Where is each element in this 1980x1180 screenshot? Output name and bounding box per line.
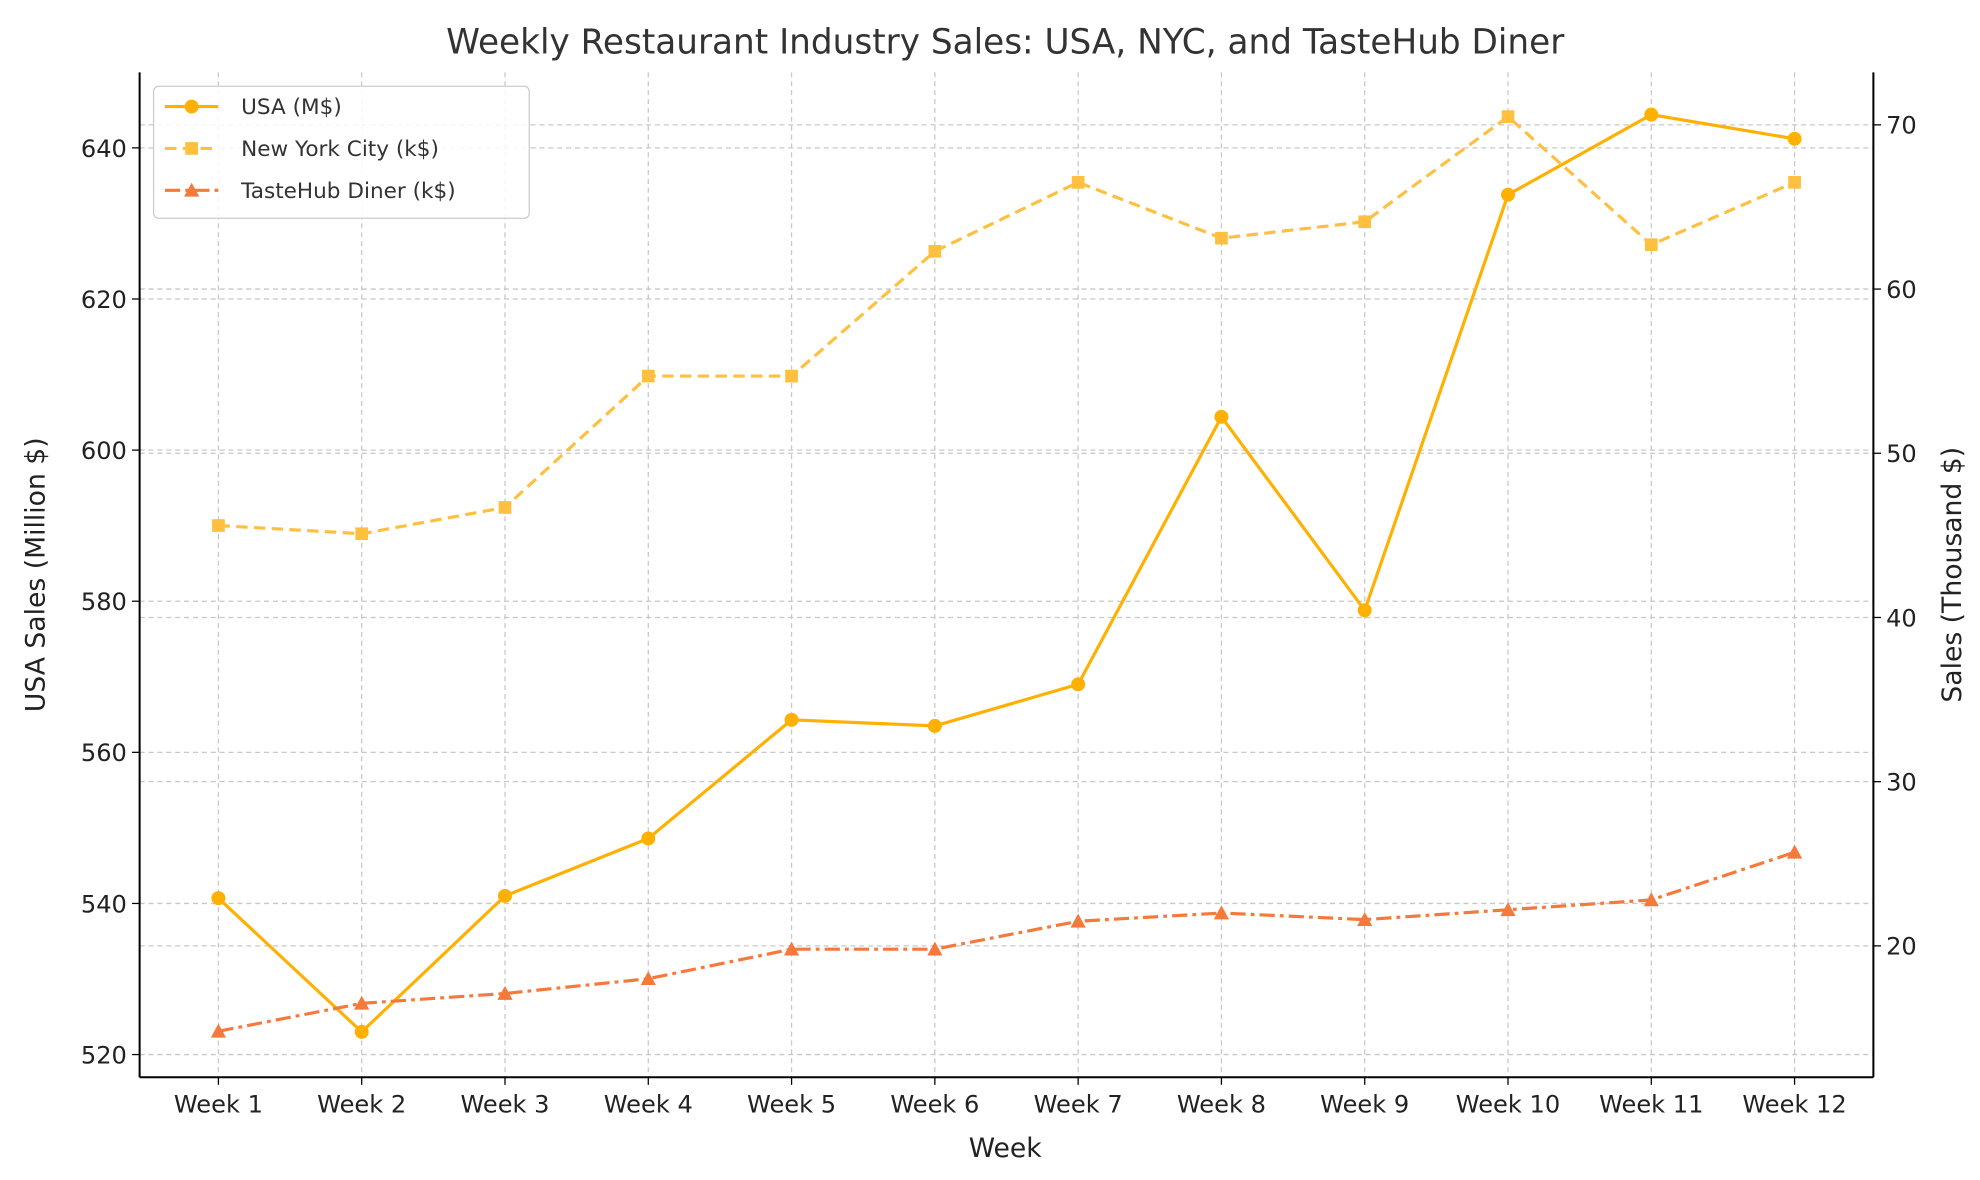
y2-tick-label: 40: [1886, 604, 1917, 632]
data-point-tastehub: [1357, 911, 1373, 926]
data-point-new: [1788, 175, 1801, 189]
data-point-new: [1501, 110, 1515, 124]
data-point-tastehub: [1070, 913, 1086, 928]
legend-label-new: New York City (k$): [241, 137, 439, 162]
legend-marker-tastehub: [184, 182, 200, 197]
data-point-usa: [1644, 107, 1659, 122]
x-tick-label: Week 7: [1034, 1091, 1123, 1119]
data-point-tastehub: [1500, 902, 1516, 917]
data-point-tastehub: [354, 995, 370, 1010]
y2-tick-label: 70: [1886, 112, 1917, 140]
y2-tick-label: 60: [1886, 276, 1917, 304]
data-point-tastehub: [1786, 844, 1803, 859]
data-point-new: [928, 244, 942, 258]
data-point-new: [212, 519, 225, 532]
data-point-tastehub: [640, 971, 656, 986]
x-tick-label: Week 4: [604, 1091, 693, 1119]
data-point-usa: [641, 831, 656, 846]
data-point-usa: [927, 718, 942, 733]
y2-axis-label: Sales (Thousand $): [1937, 447, 1968, 703]
x-tick-label: Week 5: [747, 1091, 836, 1119]
y-tick-label: 540: [81, 890, 127, 918]
data-point-new: [1071, 175, 1085, 189]
data-point-tastehub: [927, 941, 943, 956]
x-tick-label: Week 10: [1456, 1091, 1560, 1119]
data-point-new: [498, 501, 512, 514]
data-point-usa: [1357, 603, 1372, 618]
y2-tick-label: 20: [1886, 933, 1917, 961]
data-point-usa: [1501, 187, 1515, 202]
data-point-usa: [784, 712, 799, 727]
legend-box: [152, 85, 530, 219]
y-tick-label: 620: [81, 286, 127, 314]
x-tick-label: Week 1: [174, 1091, 263, 1119]
legend-label-tastehub: TasteHub Diner (k$): [240, 179, 456, 204]
series-line-new: [218, 114, 1796, 536]
data-point-tastehub: [1643, 892, 1659, 907]
data-point-tastehub: [1213, 905, 1230, 920]
x-tick-label: Week 12: [1742, 1091, 1846, 1119]
data-point-new: [785, 369, 798, 383]
x-axis-label: Week: [969, 1133, 1043, 1164]
data-point-usa: [1214, 409, 1229, 424]
data-point-new: [355, 527, 369, 541]
data-point-usa: [498, 888, 512, 903]
y-tick-label: 580: [81, 588, 127, 616]
y-tick-label: 600: [81, 437, 127, 465]
data-point-tastehub: [497, 985, 513, 1000]
series-line-tastehub: [218, 850, 1796, 1033]
data-point-new: [1358, 215, 1372, 229]
legend: USA (M$) New York City (k$) TasteHub Diner…: [152, 85, 530, 219]
data-point-new: [1215, 231, 1228, 245]
y-axis-label: USA Sales (Million $): [20, 437, 51, 712]
y2-tick-label: 30: [1886, 769, 1917, 797]
legend-label-usa: USA (M$): [241, 95, 342, 120]
data-point-new: [641, 369, 655, 383]
x-tick-label: Week 11: [1599, 1091, 1703, 1119]
x-tick-label: Week 2: [317, 1091, 406, 1119]
legend-marker-usa: [184, 99, 199, 114]
y-tick-label: 560: [81, 739, 127, 767]
y-tick-label: 640: [81, 135, 127, 163]
data-point-usa: [1787, 131, 1802, 146]
x-tick-label: Week 6: [890, 1091, 979, 1119]
x-tick-label: Week 3: [460, 1091, 549, 1119]
data-point-usa: [1071, 677, 1086, 692]
data-point-new: [1644, 238, 1658, 252]
chart-title: Weekly Restaurant Industry Sales: USA, N…: [446, 22, 1565, 62]
x-tick-label: Week 8: [1177, 1091, 1266, 1119]
data-point-tastehub: [210, 1023, 227, 1038]
x-tick-label: Week 9: [1320, 1091, 1409, 1119]
series-line-usa: [217, 112, 1795, 1035]
data-point-tastehub: [783, 941, 800, 956]
data-point-usa: [354, 1024, 369, 1039]
data-point-usa: [211, 891, 226, 906]
legend-marker-new: [185, 142, 198, 155]
y-tick-label: 520: [81, 1041, 127, 1069]
y2-tick-label: 50: [1886, 440, 1917, 468]
